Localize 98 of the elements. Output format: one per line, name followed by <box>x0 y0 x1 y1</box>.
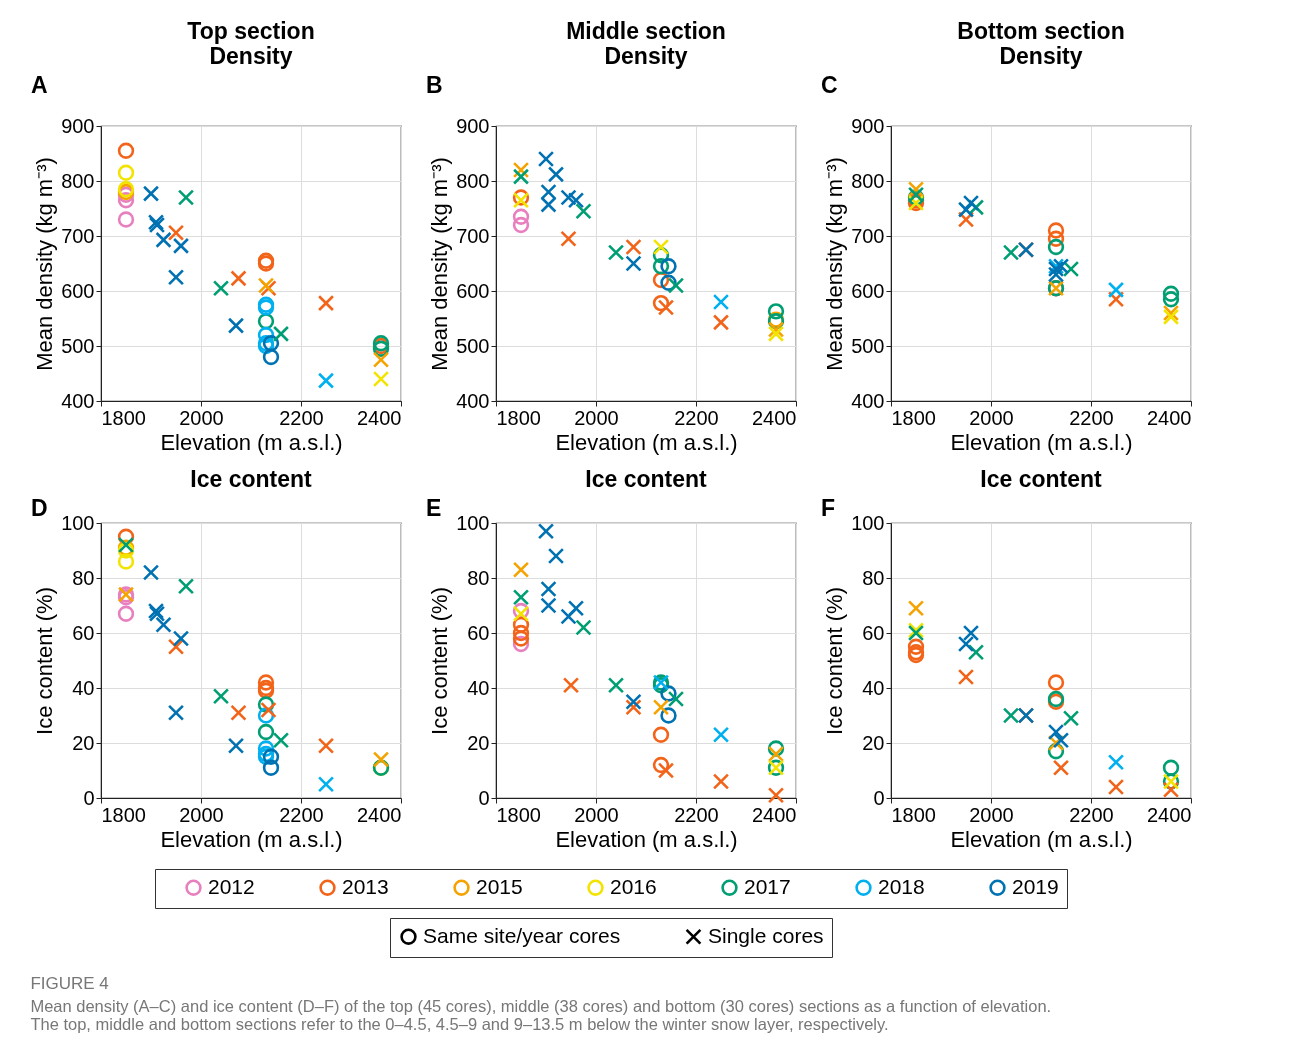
x-tick-label: 2200 <box>279 803 324 826</box>
legend-label: Single cores <box>708 923 824 947</box>
x-tick-label: 2200 <box>674 406 719 429</box>
y-axis-title: Ice content (%) <box>32 587 58 735</box>
text: E <box>426 495 442 521</box>
x-axis-title: Elevation (m a.s.l.) <box>160 429 343 455</box>
x-tick-label: 2000 <box>574 406 619 429</box>
x-tick-label: 2200 <box>279 406 324 429</box>
y-tick-label: 60 <box>862 621 885 644</box>
y-tick-label: 600 <box>456 279 490 302</box>
y-tick-label: 700 <box>851 224 885 247</box>
y-tick-label: 400 <box>456 389 490 412</box>
y-tick-label: 80 <box>72 566 95 589</box>
x-tick-label: 2400 <box>357 406 402 429</box>
text: C <box>821 72 838 98</box>
y-tick-label: 60 <box>72 621 95 644</box>
y-tick-label: 80 <box>467 566 490 589</box>
y-tick-label: 0 <box>83 786 95 809</box>
y-axis-title: Ice content (%) <box>427 587 453 735</box>
y-tick-label: 600 <box>851 279 885 302</box>
y-tick-label: 0 <box>873 786 885 809</box>
y-axis-title: Mean density (kg m⁻³) <box>32 157 58 371</box>
y-tick-label: 80 <box>862 566 885 589</box>
y-axis-title: Mean density (kg m⁻³) <box>822 157 848 371</box>
chart-title: Ice content <box>190 466 313 492</box>
y-tick-label: 40 <box>862 676 885 699</box>
y-tick-label: 400 <box>61 389 95 412</box>
y-axis-title: Ice content (%) <box>822 587 848 735</box>
y-tick-label: 40 <box>72 676 95 699</box>
y-tick-label: 500 <box>456 334 490 357</box>
chart-subtitle: Density <box>209 43 293 69</box>
x-tick-label: 2000 <box>574 803 619 826</box>
text: B <box>426 72 443 98</box>
x-tick-label: 1800 <box>891 406 936 429</box>
chart-title: Ice content <box>585 466 708 492</box>
y-tick-label: 700 <box>61 224 95 247</box>
legend-label: Same site/year cores <box>423 923 621 947</box>
y-tick-label: 600 <box>61 279 95 302</box>
x-tick-label: 2200 <box>1069 803 1114 826</box>
x-tick-label: 1800 <box>891 803 936 826</box>
y-tick-label: 100 <box>456 511 490 534</box>
y-tick-label: 100 <box>851 511 885 534</box>
x-tick-label: 1800 <box>496 803 541 826</box>
y-tick-label: 400 <box>851 389 885 412</box>
x-tick-label: 2000 <box>179 406 224 429</box>
x-axis-title: Elevation (m a.s.l.) <box>950 826 1133 852</box>
text: F <box>821 495 836 521</box>
y-tick-label: 900 <box>456 114 490 137</box>
x-tick-label: 2400 <box>357 803 402 826</box>
y-tick-label: 800 <box>456 169 490 192</box>
legend-label: 2017 <box>744 874 791 898</box>
x-tick-label: 2400 <box>1147 406 1192 429</box>
chart-title: Top section <box>187 18 315 44</box>
legend-label: 2016 <box>610 874 657 898</box>
y-tick-label: 20 <box>467 731 490 754</box>
y-tick-label: 60 <box>467 621 490 644</box>
y-tick-label: 500 <box>61 334 95 357</box>
y-tick-label: 500 <box>851 334 885 357</box>
text: D <box>31 495 48 521</box>
text: Mean density (A–C) and ice content (D–F) of the top (45 cores), middle (38 cores) and bottom (30 cores) sections as a function of elevation. The top, middle and bottom sections refer to the 0–4.5, 4.5–9 and 9–13.5 m below the winter snow layer, respectively. <box>30 996 1052 1033</box>
x-tick-label: 2400 <box>752 803 797 826</box>
legend-label: 2013 <box>342 874 389 898</box>
y-tick-label: 900 <box>61 114 95 137</box>
legend-label: 2019 <box>1012 874 1059 898</box>
text: A <box>31 72 48 98</box>
y-tick-label: 800 <box>851 169 885 192</box>
x-tick-label: 2000 <box>179 803 224 826</box>
legend-label: 2018 <box>878 874 925 898</box>
x-tick-label: 2000 <box>969 803 1014 826</box>
chart-subtitle: Density <box>999 43 1083 69</box>
x-tick-label: 1800 <box>101 406 146 429</box>
x-tick-label: 2000 <box>969 406 1014 429</box>
y-tick-label: 20 <box>72 731 95 754</box>
legend-label: 2015 <box>476 874 523 898</box>
chart-subtitle: Density <box>604 43 688 69</box>
y-tick-label: 100 <box>61 511 95 534</box>
y-tick-label: 900 <box>851 114 885 137</box>
chart-title: Ice content <box>980 466 1103 492</box>
x-tick-label: 1800 <box>101 803 146 826</box>
y-tick-label: 700 <box>456 224 490 247</box>
chart-title: Middle section <box>566 18 726 44</box>
x-tick-label: 2200 <box>1069 406 1114 429</box>
x-tick-label: 2400 <box>752 406 797 429</box>
x-axis-title: Elevation (m a.s.l.) <box>950 429 1133 455</box>
legend-label: 2012 <box>208 874 255 898</box>
y-tick-label: 800 <box>61 169 95 192</box>
x-tick-label: 2200 <box>674 803 719 826</box>
x-tick-label: 2400 <box>1147 803 1192 826</box>
x-axis-title: Elevation (m a.s.l.) <box>555 826 738 852</box>
x-tick-label: 1800 <box>496 406 541 429</box>
y-tick-label: 0 <box>478 786 490 809</box>
y-axis-title: Mean density (kg m⁻³) <box>427 157 453 371</box>
x-axis-title: Elevation (m a.s.l.) <box>555 429 738 455</box>
caption: FIGURE 4 <box>30 973 109 993</box>
y-tick-label: 40 <box>467 676 490 699</box>
y-tick-label: 20 <box>862 731 885 754</box>
chart-title: Bottom section <box>957 18 1125 44</box>
x-axis-title: Elevation (m a.s.l.) <box>160 826 343 852</box>
